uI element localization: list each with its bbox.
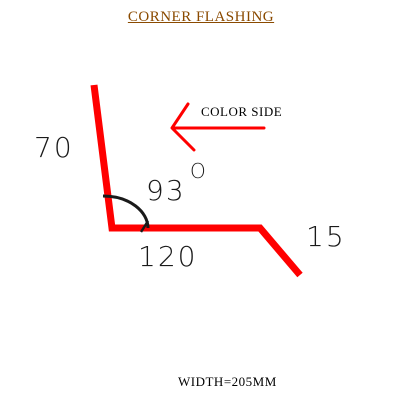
width-note: WIDTH=205MM	[178, 374, 277, 389]
bottom-leg-dimension: 120	[138, 240, 197, 273]
diagram-title: CORNER FLASHING	[127, 9, 275, 25]
top-leg-dimension: 70	[34, 131, 74, 164]
angle-unit: O	[190, 159, 206, 183]
angle-value: 93	[146, 174, 186, 207]
angle-arc-tick	[139, 220, 150, 233]
left-arrow-icon	[170, 102, 266, 152]
color-side-label: COLOR SIDE	[201, 104, 282, 119]
end-leg-dimension: 15	[306, 220, 346, 253]
flashing-profile	[90, 84, 303, 278]
